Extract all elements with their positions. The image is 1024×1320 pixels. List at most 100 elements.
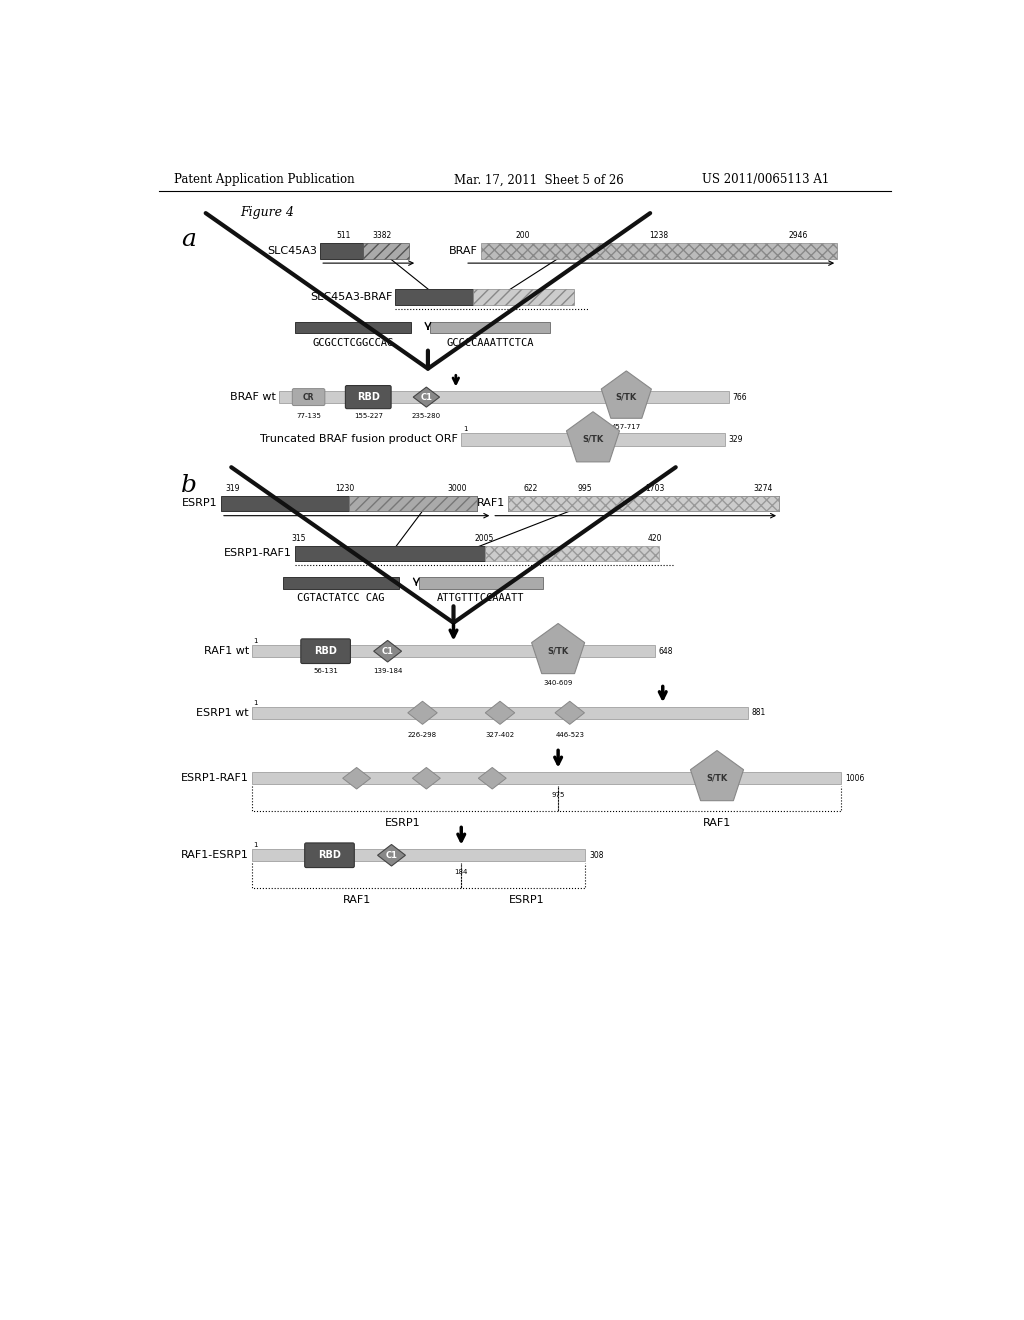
Text: ESRP1-RAF1: ESRP1-RAF1	[181, 774, 249, 783]
Bar	[362, 243, 410, 259]
Bar	[295, 545, 484, 561]
Text: US 2011/0065113 A1: US 2011/0065113 A1	[701, 173, 828, 186]
FancyBboxPatch shape	[301, 639, 350, 664]
Text: 56-131: 56-131	[313, 668, 338, 675]
Text: 622: 622	[524, 483, 539, 492]
Bar	[484, 545, 658, 561]
Text: SLC45A3: SLC45A3	[267, 246, 317, 256]
Text: Truncated BRAF fusion product ORF: Truncated BRAF fusion product ORF	[260, 434, 458, 445]
Text: 975: 975	[552, 792, 565, 799]
Text: S/TK: S/TK	[707, 774, 728, 783]
Text: 340-609: 340-609	[544, 680, 572, 685]
Text: C1: C1	[385, 851, 397, 859]
Polygon shape	[378, 845, 406, 866]
Text: 139-184: 139-184	[373, 668, 402, 675]
Text: RAF1: RAF1	[702, 818, 731, 828]
Text: ESRP1: ESRP1	[509, 895, 545, 906]
Text: GCGCCTCGGCCAG: GCGCCTCGGCCAG	[312, 338, 393, 347]
Bar	[295, 322, 411, 333]
Text: ESRP1: ESRP1	[385, 818, 421, 828]
Polygon shape	[485, 701, 515, 725]
Text: ATTGTTTCCAAATT: ATTGTTTCCAAATT	[437, 594, 524, 603]
Bar	[395, 289, 473, 305]
Text: S/TK: S/TK	[548, 647, 568, 656]
Polygon shape	[555, 701, 585, 725]
Bar	[252, 706, 748, 719]
Text: 319: 319	[225, 483, 240, 492]
Bar	[283, 577, 399, 589]
Polygon shape	[531, 623, 585, 673]
Text: Patent Application Publication: Patent Application Publication	[174, 173, 355, 186]
Text: 329: 329	[729, 436, 743, 444]
Polygon shape	[374, 640, 401, 663]
Text: CR: CR	[303, 392, 314, 401]
Text: 995: 995	[578, 483, 593, 492]
Text: RAF1-ESRP1: RAF1-ESRP1	[181, 850, 249, 861]
Text: 766: 766	[732, 392, 748, 401]
Polygon shape	[566, 412, 620, 462]
Text: 648: 648	[658, 647, 674, 656]
Text: ESRP1 wt: ESRP1 wt	[197, 708, 249, 718]
Bar	[480, 243, 838, 259]
Text: a: a	[180, 228, 196, 251]
Text: RAF1 wt: RAF1 wt	[204, 647, 249, 656]
Polygon shape	[408, 701, 437, 725]
Text: 155-227: 155-227	[353, 413, 383, 420]
Text: b: b	[180, 474, 197, 498]
Text: 315: 315	[291, 533, 306, 543]
Text: 3000: 3000	[447, 483, 467, 492]
Text: 308: 308	[589, 851, 603, 859]
Text: 327-402: 327-402	[485, 733, 515, 738]
Text: 2946: 2946	[788, 231, 808, 240]
Polygon shape	[690, 751, 743, 801]
Text: S/TK: S/TK	[583, 436, 603, 444]
Text: 235-280: 235-280	[412, 413, 441, 420]
Bar	[252, 849, 586, 862]
Bar	[280, 391, 729, 404]
Text: 77-135: 77-135	[296, 412, 321, 418]
Text: 881: 881	[752, 709, 766, 717]
Polygon shape	[601, 371, 651, 418]
Text: SLC45A3-BRAF: SLC45A3-BRAF	[310, 292, 392, 302]
FancyBboxPatch shape	[305, 843, 354, 867]
Text: 1230: 1230	[336, 483, 354, 492]
Text: RBD: RBD	[314, 647, 337, 656]
Text: 1: 1	[463, 426, 467, 433]
Text: RAF1: RAF1	[342, 895, 371, 906]
Text: 1: 1	[254, 638, 258, 644]
Text: RBD: RBD	[356, 392, 380, 403]
Bar	[252, 645, 655, 657]
Text: S/TK: S/TK	[615, 392, 637, 401]
Bar	[508, 496, 779, 511]
Polygon shape	[478, 767, 506, 789]
Bar	[221, 496, 477, 511]
Bar	[321, 243, 362, 259]
Bar	[430, 322, 550, 333]
Text: 200: 200	[516, 231, 530, 240]
Text: Figure 4: Figure 4	[241, 206, 294, 219]
Bar	[349, 496, 477, 511]
Text: RBD: RBD	[318, 850, 341, 861]
Text: BRAF wt: BRAF wt	[230, 392, 276, 403]
Text: 457-717: 457-717	[611, 424, 641, 430]
Text: 226-298: 226-298	[408, 733, 437, 738]
Text: 1238: 1238	[649, 231, 669, 240]
Bar	[473, 289, 573, 305]
Bar	[461, 433, 725, 446]
Polygon shape	[413, 767, 440, 789]
Text: Mar. 17, 2011  Sheet 5 of 26: Mar. 17, 2011 Sheet 5 of 26	[454, 173, 624, 186]
Text: 511: 511	[336, 231, 350, 240]
Text: C1: C1	[421, 392, 432, 401]
Text: CGTACTATCC CAG: CGTACTATCC CAG	[297, 594, 385, 603]
Text: 3382: 3382	[373, 231, 392, 240]
Text: GCCCCAAATTCTCA: GCCCCAAATTCTCA	[446, 338, 534, 347]
Text: ESRP1-RAF1: ESRP1-RAF1	[223, 548, 292, 558]
Text: 1703: 1703	[645, 483, 665, 492]
Bar	[252, 772, 841, 784]
Text: 184: 184	[455, 869, 468, 875]
Text: 446-523: 446-523	[555, 733, 585, 738]
FancyBboxPatch shape	[292, 388, 325, 405]
Text: 1006: 1006	[845, 774, 864, 783]
Text: 420: 420	[648, 533, 663, 543]
Text: 1: 1	[254, 842, 258, 849]
